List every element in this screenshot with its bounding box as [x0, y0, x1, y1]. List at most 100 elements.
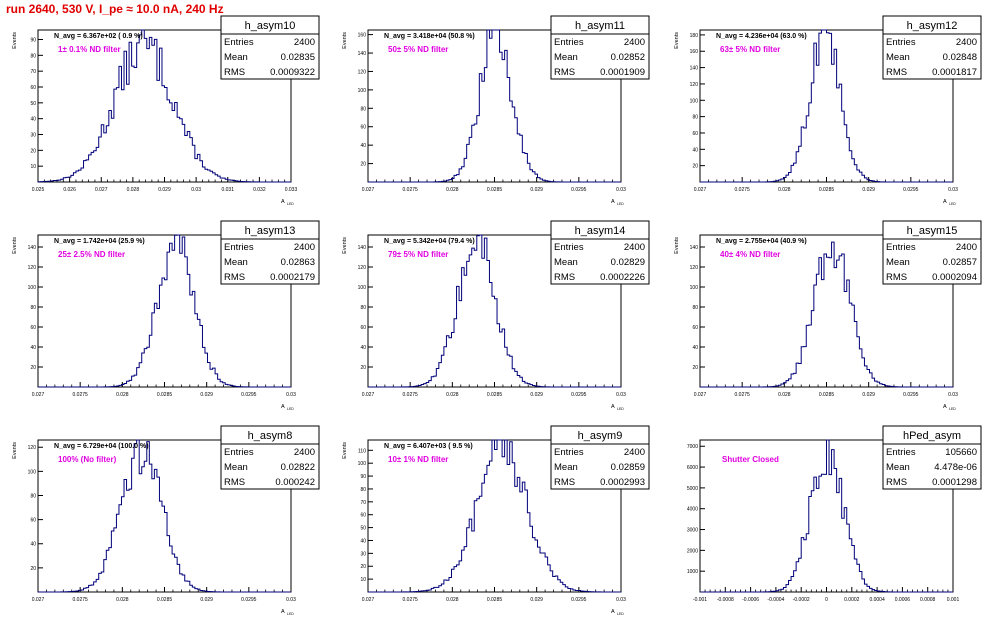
x-tick-label: 0.0285 — [819, 392, 835, 398]
n-avg-label: N_avg = 1.742e+04 (25.9 %) — [54, 238, 145, 245]
x-tick-label: 0.0295 — [571, 597, 587, 603]
x-tick-label: 0.0004 — [869, 597, 885, 603]
y-tick-label: 80 — [30, 53, 36, 59]
stats-mean-label: Mean — [886, 257, 910, 268]
histogram-name: h_asym9 — [578, 430, 623, 442]
y-tick-label: 70 — [360, 500, 366, 506]
x-axis-title-subscript: LED — [617, 612, 624, 616]
y-axis-title: Events — [342, 237, 348, 254]
x-tick-label: 0.029 — [530, 597, 543, 603]
x-tick-label: 0 — [825, 597, 828, 603]
x-tick-label: 0.03 — [616, 597, 626, 603]
stats-rms-value: 0.0001817 — [932, 67, 977, 78]
x-tick-label: 0.0275 — [403, 392, 419, 398]
stats-mean-label: Mean — [554, 52, 578, 63]
histogram-name: h_asym14 — [575, 225, 626, 237]
x-tick-label: 0.0006 — [895, 597, 911, 603]
y-tick-label: 120 — [28, 265, 37, 271]
stats-box — [550, 15, 650, 80]
x-axis-title: A — [281, 609, 285, 615]
y-axis-title: Events — [342, 32, 348, 49]
stats-rms-label: RMS — [554, 272, 575, 283]
histogram-panel-h_asym12: 0.027 0.0275 0.028 0.0285 0.029 0.0295 0.03 20 4… — [674, 15, 982, 206]
histogram-name: h_asym11 — [575, 20, 625, 32]
y-tick-label: 120 — [358, 265, 367, 271]
y-tick-label: 40 — [692, 345, 698, 351]
stats-mean-label: Mean — [886, 52, 910, 63]
n-avg-label: N_avg = 2.755e+04 (40.9 %) — [716, 238, 807, 245]
stats-entries-label: Entries — [224, 447, 254, 458]
stats-mean-label: Mean — [886, 462, 910, 473]
histogram-panel-h_asym15: 0.027 0.0275 0.028 0.0285 0.029 0.0295 0.03 20 4… — [674, 220, 982, 411]
x-tick-label: 0.027 — [32, 597, 45, 603]
stats-rms-value: 0.0002226 — [600, 272, 645, 283]
histogram-series-line — [700, 241, 953, 388]
y-tick-label: 7000 — [687, 444, 698, 450]
x-axis-title: A — [281, 199, 285, 205]
histogram-series-line — [38, 234, 291, 388]
x-axis-title-subscript: LED — [287, 202, 294, 206]
x-tick-label: 0.027 — [694, 187, 707, 193]
stats-entries-label: Entries — [886, 242, 916, 253]
x-tick-label: 0.03 — [616, 392, 626, 398]
y-axis-title: Events — [12, 442, 18, 459]
x-tick-label: 0.0275 — [403, 187, 419, 193]
stats-entries-label: Entries — [554, 37, 584, 48]
y-tick-label: 20 — [360, 162, 366, 168]
stats-entries-label: Entries — [224, 242, 254, 253]
y-tick-label: 20 — [360, 365, 366, 371]
n-avg-label: N_avg = 3.418e+04 (50.8 %) — [384, 33, 475, 40]
stats-entries-value: 2400 — [294, 242, 315, 253]
y-tick-label: 40 — [360, 538, 366, 544]
stats-mean-label: Mean — [224, 462, 248, 473]
stats-mean-value: 0.02857 — [943, 257, 977, 268]
stats-entries-value: 2400 — [956, 37, 977, 48]
y-tick-label: 140 — [358, 245, 367, 251]
stats-box — [220, 15, 320, 80]
stats-rms-value: 0.0009322 — [270, 67, 315, 78]
y-tick-label: 80 — [360, 106, 366, 112]
x-tick-label: 0.028 — [116, 392, 129, 398]
histogram-series-line — [368, 29, 621, 183]
histogram-series-line — [700, 439, 953, 593]
stats-mean-label: Mean — [554, 257, 578, 268]
x-tick-label: 0.0002 — [844, 597, 860, 603]
y-tick-label: 180 — [690, 33, 699, 39]
x-tick-label: 0.0275 — [735, 392, 751, 398]
y-tick-label: 1000 — [687, 569, 698, 575]
x-tick-label: 0.03 — [286, 597, 296, 603]
stats-box — [882, 220, 982, 285]
histogram-series-line — [38, 439, 291, 593]
stats-rms-label: RMS — [886, 67, 907, 78]
y-tick-label: 60 — [360, 325, 366, 331]
filter-label: 79± 5% ND filter — [388, 250, 448, 259]
x-axis-title-subscript: LED — [287, 407, 294, 411]
y-tick-label: 80 — [692, 305, 698, 311]
stats-mean-label: Mean — [224, 52, 248, 63]
y-tick-label: 140 — [358, 51, 367, 57]
stats-mean-label: Mean — [554, 462, 578, 473]
histogram-name: h_asym12 — [907, 20, 958, 32]
y-tick-label: 50 — [360, 526, 366, 532]
x-tick-label: 0.03 — [948, 187, 958, 193]
stats-rms-value: 0.0002179 — [270, 272, 315, 283]
stats-mean-value: 0.02852 — [611, 52, 645, 63]
stats-mean-value: 4.478e-06 — [934, 462, 977, 473]
y-tick-label: 120 — [28, 445, 37, 451]
x-tick-label: 0.0295 — [241, 597, 257, 603]
filter-label: Shutter Closed — [722, 455, 779, 464]
y-axis-title: Events — [674, 237, 680, 254]
x-tick-label: 0.0285 — [819, 187, 835, 193]
x-tick-label: -0.0004 — [767, 597, 784, 603]
x-tick-label: 0.0285 — [487, 392, 503, 398]
y-tick-label: 60 — [30, 325, 36, 331]
x-tick-label: 0.03 — [191, 187, 201, 193]
stats-entries-value: 2400 — [624, 447, 645, 458]
x-tick-label: 0.029 — [200, 597, 213, 603]
stats-rms-label: RMS — [224, 67, 245, 78]
y-tick-label: 60 — [360, 513, 366, 519]
x-tick-label: 0.0295 — [903, 187, 919, 193]
y-tick-label: 20 — [692, 365, 698, 371]
histogram-name: h_asym8 — [248, 430, 293, 442]
y-tick-label: 4000 — [687, 507, 698, 513]
